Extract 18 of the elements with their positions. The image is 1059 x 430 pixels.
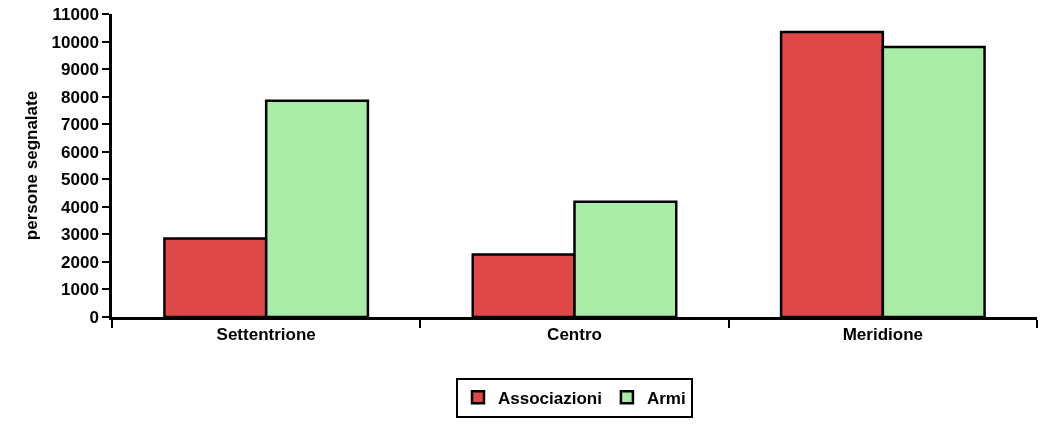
legend-label: Armi (646, 388, 686, 408)
x-tick-label: Centro (547, 325, 602, 345)
legend-label: Associazioni (498, 388, 602, 408)
x-tick-label: Settentrione (216, 325, 316, 345)
y-tick-label: 0 (89, 307, 99, 327)
y-tick-label: 4000 (61, 197, 99, 217)
y-tick-label: 2000 (61, 252, 99, 272)
y-tick-label: 5000 (61, 170, 99, 190)
y-tick-label: 8000 (61, 87, 99, 107)
y-tick-label: 9000 (61, 60, 99, 80)
y-tick-label: 3000 (61, 225, 99, 245)
y-tick-label: 1000 (61, 280, 99, 300)
x-tick-label: Meridione (842, 325, 923, 345)
y-tick-label: 7000 (61, 115, 99, 135)
y-axis-title: persone segnalate (22, 90, 42, 241)
y-tick-label: 10000 (51, 32, 99, 52)
y-tick-label: 6000 (61, 142, 99, 162)
y-tick-label: 11000 (52, 4, 99, 24)
